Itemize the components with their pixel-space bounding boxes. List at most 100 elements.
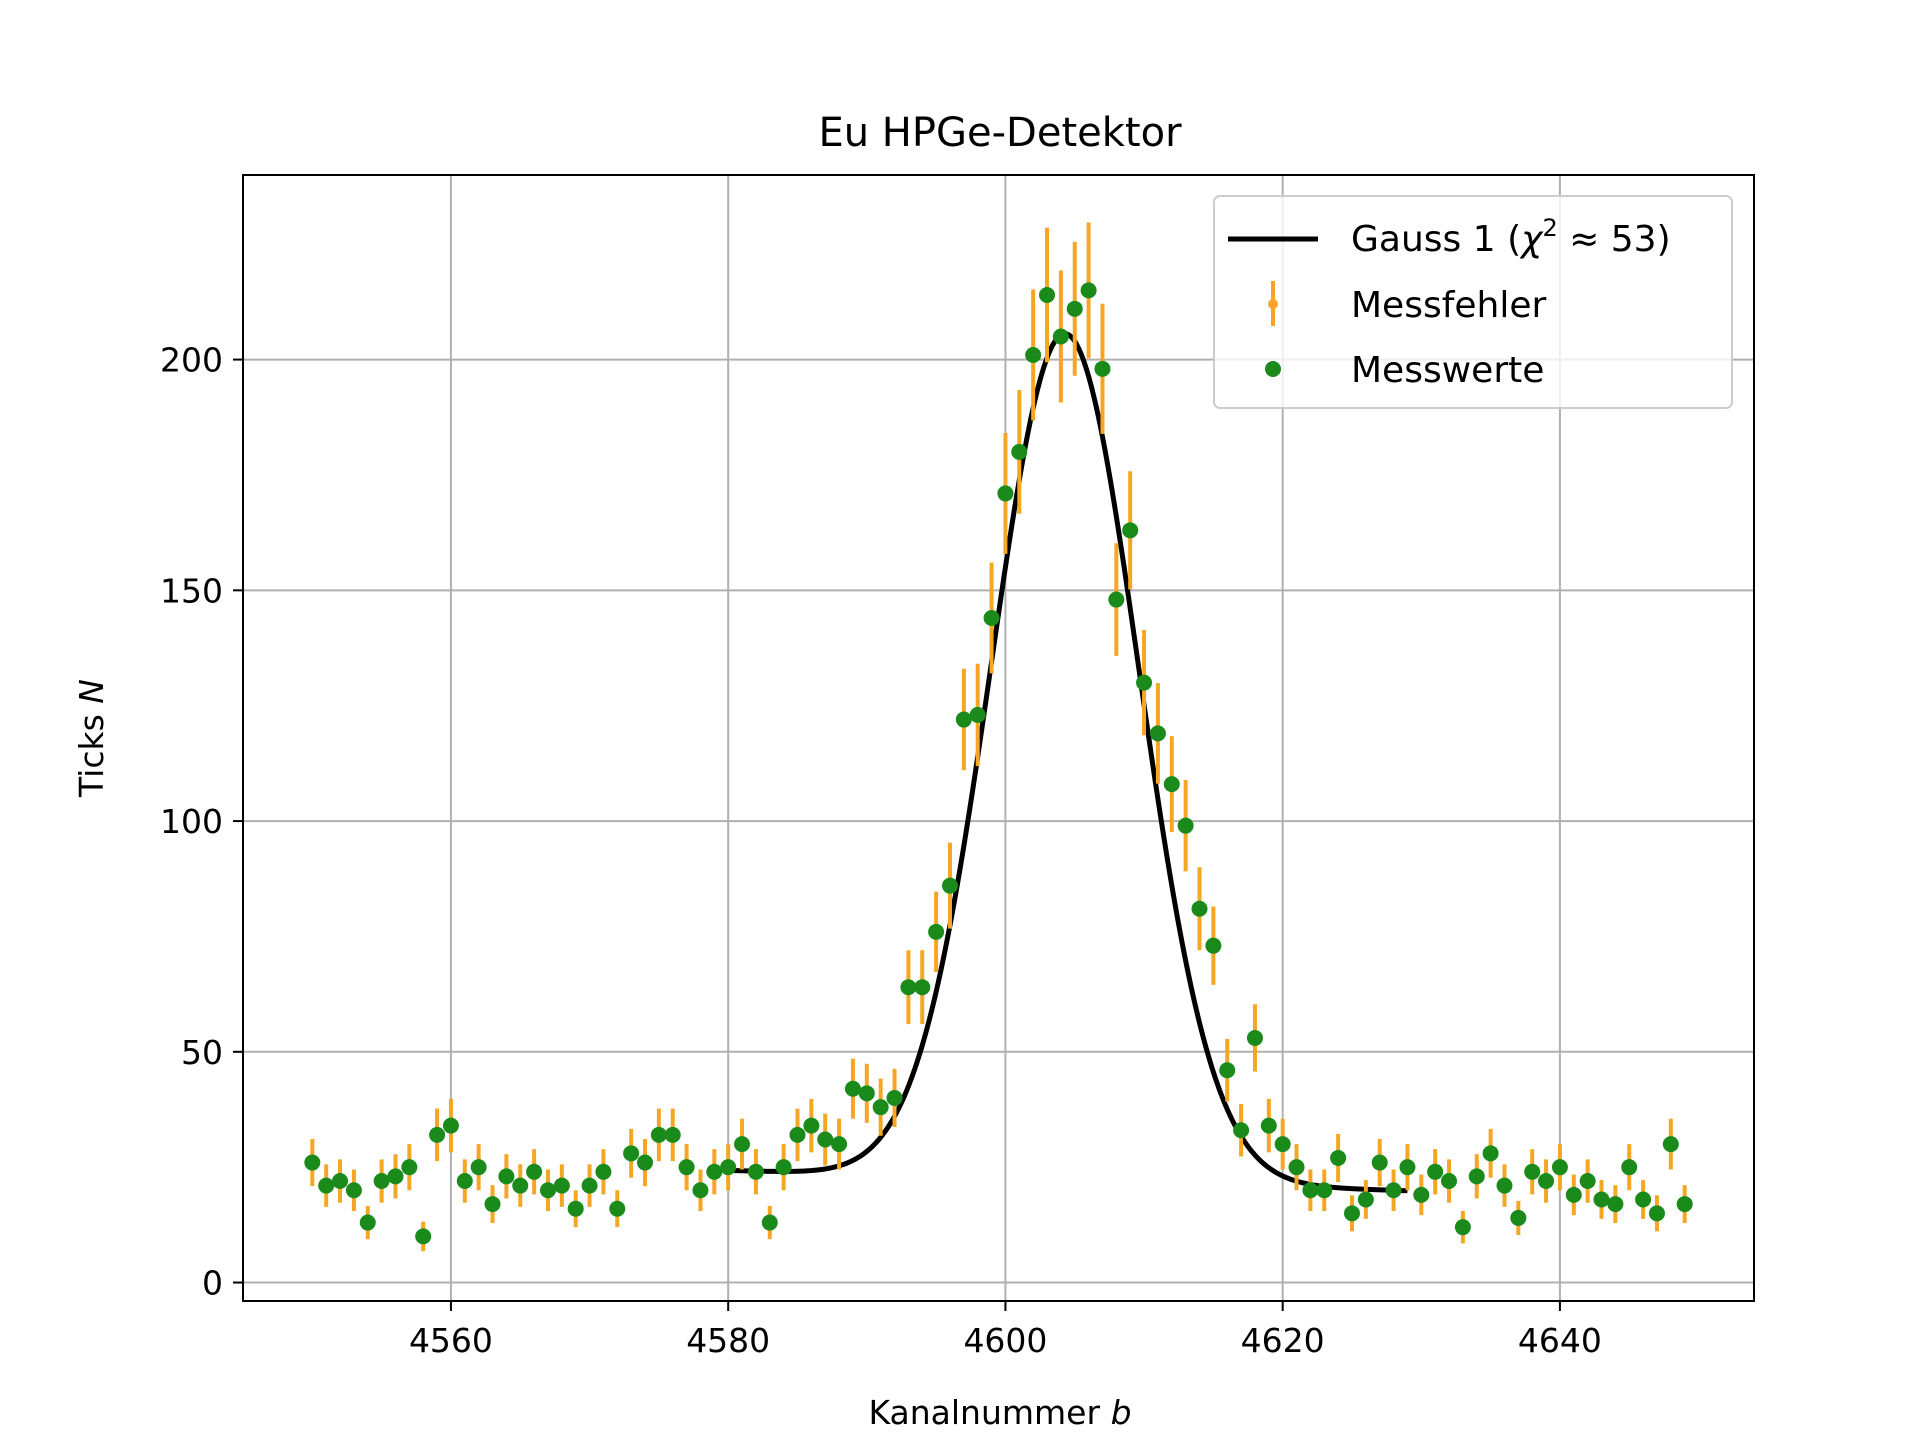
data-point [498, 1168, 515, 1185]
data-point [1177, 817, 1194, 834]
data-point [1357, 1191, 1374, 1208]
data-point [886, 1089, 903, 1106]
data-point [1441, 1173, 1458, 1190]
data-point [831, 1136, 848, 1153]
data-point [1648, 1205, 1665, 1222]
data-point [969, 706, 986, 723]
data-point [442, 1117, 459, 1134]
data-point [844, 1080, 861, 1097]
data-point [1163, 776, 1180, 793]
data-point [1482, 1145, 1499, 1162]
data-point [415, 1228, 432, 1245]
data-point [401, 1159, 418, 1176]
x-tick-label: 4620 [1241, 1321, 1325, 1360]
data-point [1260, 1117, 1277, 1134]
x-tick-label: 4560 [409, 1321, 493, 1360]
data-point [1149, 725, 1166, 742]
data-point [734, 1136, 751, 1153]
data-point [1510, 1209, 1527, 1226]
data-point [1538, 1173, 1555, 1190]
data-point [1427, 1163, 1444, 1180]
data-point [595, 1163, 612, 1180]
data-point [345, 1182, 362, 1199]
data-point [456, 1173, 473, 1190]
legend-box [1213, 195, 1733, 409]
x-axis-label-text: Kanalnummer [868, 1393, 1100, 1432]
data-point [623, 1145, 640, 1162]
data-point [914, 979, 931, 996]
data-point [1343, 1205, 1360, 1222]
data-point [1524, 1163, 1541, 1180]
data-point [1593, 1191, 1610, 1208]
y-axis-label-text: Ticks [72, 714, 111, 798]
data-point [1496, 1177, 1513, 1194]
data-point [1094, 360, 1111, 377]
x-axis-label: Kanalnummer b [868, 1393, 1131, 1432]
data-point [526, 1163, 543, 1180]
data-point [1621, 1159, 1638, 1176]
axis-ticks: 4560 4580 4600 4620 4640 0 50 100 150 200 [160, 341, 1602, 1360]
data-point [512, 1177, 529, 1194]
data-points [304, 282, 1693, 1245]
data-point [1385, 1182, 1402, 1199]
data-point [955, 711, 972, 728]
x-tick-label: 4640 [1518, 1321, 1602, 1360]
y-tick-label: 200 [160, 341, 223, 380]
data-point [553, 1177, 570, 1194]
legend-fit-prefix: Gauss 1 ( [1351, 219, 1521, 260]
data-point [720, 1159, 737, 1176]
legend-points-label: Messwerte [1351, 350, 1544, 391]
data-point [609, 1200, 626, 1217]
data-point [1399, 1159, 1416, 1176]
data-point [1052, 328, 1069, 345]
data-point [803, 1117, 820, 1134]
data-point [872, 1099, 889, 1116]
data-point [1066, 300, 1083, 317]
data-point [692, 1182, 709, 1199]
data-point [997, 485, 1014, 502]
chart-title: Eu HPGe-Detektor [818, 110, 1182, 156]
data-point [567, 1200, 584, 1217]
data-point [789, 1126, 806, 1143]
data-point [1205, 937, 1222, 954]
x-tick-label: 4580 [686, 1321, 770, 1360]
y-tick-label: 100 [160, 802, 223, 841]
data-point [1122, 522, 1139, 539]
data-point [650, 1126, 667, 1143]
x-tick-label: 4600 [963, 1321, 1047, 1360]
data-point [858, 1085, 875, 1102]
data-point [1025, 346, 1042, 363]
data-point [484, 1196, 501, 1213]
x-axis-label-var: b [1111, 1393, 1132, 1432]
data-point [1371, 1154, 1388, 1171]
data-point [1219, 1062, 1236, 1079]
data-point [1039, 286, 1056, 303]
data-point [539, 1182, 556, 1199]
legend-points-swatch [1265, 361, 1281, 377]
data-point [1551, 1159, 1568, 1176]
data-point [1191, 900, 1208, 917]
data-point [1468, 1168, 1485, 1185]
data-point [1607, 1196, 1624, 1213]
data-point [1108, 591, 1125, 608]
data-point [1233, 1122, 1250, 1139]
data-point [387, 1168, 404, 1185]
legend-error-swatch-dot [1268, 299, 1278, 309]
y-tick-label: 150 [160, 571, 223, 610]
data-point [1274, 1136, 1291, 1153]
legend-error-label: Messfehler [1351, 285, 1547, 326]
y-axis-label-var: N [72, 679, 111, 704]
data-point [318, 1177, 335, 1194]
data-point [1413, 1186, 1430, 1203]
data-point [941, 877, 958, 894]
legend: Gauss 1 (χ2 ≈ 53) Messfehler Messwerte [1213, 195, 1733, 409]
data-point [304, 1154, 321, 1171]
data-point [1316, 1182, 1333, 1199]
data-point [359, 1214, 376, 1231]
data-point [1011, 443, 1028, 460]
data-point [664, 1126, 681, 1143]
y-tick-label: 50 [181, 1033, 223, 1072]
data-point [1662, 1136, 1679, 1153]
